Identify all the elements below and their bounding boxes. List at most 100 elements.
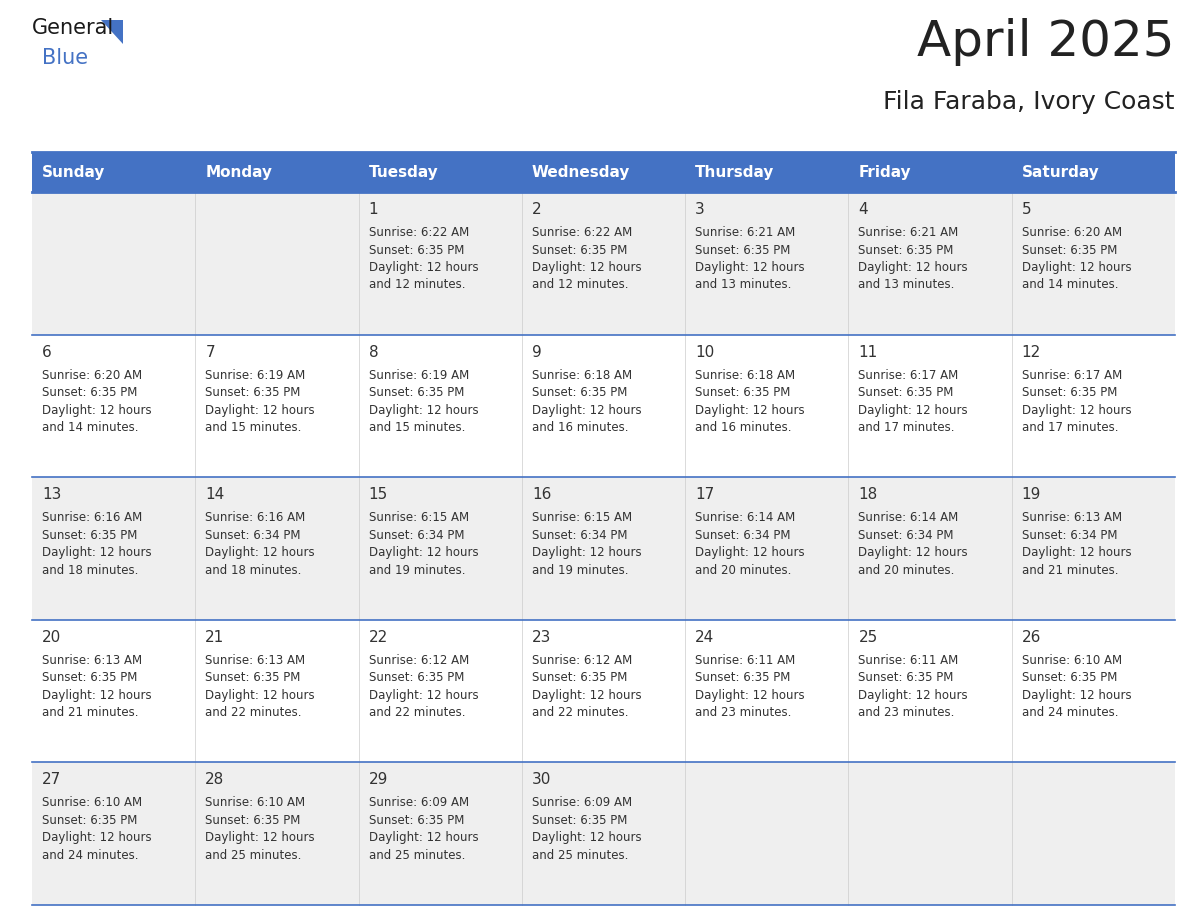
Text: and 12 minutes.: and 12 minutes.	[532, 278, 628, 292]
Text: Sunset: 6:35 PM: Sunset: 6:35 PM	[695, 243, 790, 256]
Text: 22: 22	[368, 630, 387, 644]
Text: Sunrise: 6:21 AM: Sunrise: 6:21 AM	[695, 226, 796, 239]
Text: and 13 minutes.: and 13 minutes.	[695, 278, 791, 292]
Text: and 17 minutes.: and 17 minutes.	[1022, 421, 1118, 434]
Text: and 25 minutes.: and 25 minutes.	[532, 849, 628, 862]
Text: and 17 minutes.: and 17 minutes.	[859, 421, 955, 434]
Text: and 23 minutes.: and 23 minutes.	[695, 706, 791, 720]
Text: and 24 minutes.: and 24 minutes.	[42, 849, 139, 862]
Text: Daylight: 12 hours: Daylight: 12 hours	[532, 688, 642, 701]
Text: Sunrise: 6:22 AM: Sunrise: 6:22 AM	[532, 226, 632, 239]
Text: Daylight: 12 hours: Daylight: 12 hours	[1022, 688, 1131, 701]
Text: 15: 15	[368, 487, 387, 502]
Text: Sunrise: 6:13 AM: Sunrise: 6:13 AM	[1022, 511, 1121, 524]
Text: 28: 28	[206, 772, 225, 788]
Text: 10: 10	[695, 344, 714, 360]
Text: and 12 minutes.: and 12 minutes.	[368, 278, 465, 292]
Text: Daylight: 12 hours: Daylight: 12 hours	[42, 546, 152, 559]
Text: Sunset: 6:35 PM: Sunset: 6:35 PM	[368, 814, 465, 827]
Text: Daylight: 12 hours: Daylight: 12 hours	[206, 404, 315, 417]
Bar	[32, 152, 195, 192]
Text: Sunrise: 6:10 AM: Sunrise: 6:10 AM	[1022, 654, 1121, 666]
Text: 12: 12	[1022, 344, 1041, 360]
Text: Sunrise: 6:18 AM: Sunrise: 6:18 AM	[532, 369, 632, 382]
Text: Sunset: 6:35 PM: Sunset: 6:35 PM	[695, 671, 790, 684]
Text: and 14 minutes.: and 14 minutes.	[42, 421, 139, 434]
Text: and 21 minutes.: and 21 minutes.	[1022, 564, 1118, 577]
Text: 4: 4	[859, 202, 868, 217]
Text: Sunset: 6:35 PM: Sunset: 6:35 PM	[206, 386, 301, 399]
Text: and 25 minutes.: and 25 minutes.	[206, 849, 302, 862]
Text: Daylight: 12 hours: Daylight: 12 hours	[206, 546, 315, 559]
Text: 9: 9	[532, 344, 542, 360]
Text: Sunrise: 6:22 AM: Sunrise: 6:22 AM	[368, 226, 469, 239]
Text: 3: 3	[695, 202, 704, 217]
Text: Sunrise: 6:12 AM: Sunrise: 6:12 AM	[532, 654, 632, 666]
Text: Sunset: 6:35 PM: Sunset: 6:35 PM	[532, 243, 627, 256]
Text: and 13 minutes.: and 13 minutes.	[859, 278, 955, 292]
Text: 18: 18	[859, 487, 878, 502]
Text: 6: 6	[42, 344, 52, 360]
Text: Sunrise: 6:14 AM: Sunrise: 6:14 AM	[695, 511, 796, 524]
Text: and 25 minutes.: and 25 minutes.	[368, 849, 465, 862]
Text: Daylight: 12 hours: Daylight: 12 hours	[206, 688, 315, 701]
Text: and 20 minutes.: and 20 minutes.	[859, 564, 955, 577]
Text: Daylight: 12 hours: Daylight: 12 hours	[42, 688, 152, 701]
Text: Sunset: 6:35 PM: Sunset: 6:35 PM	[206, 671, 301, 684]
Text: Sunrise: 6:19 AM: Sunrise: 6:19 AM	[206, 369, 305, 382]
Text: Blue: Blue	[42, 48, 88, 68]
Text: Sunset: 6:34 PM: Sunset: 6:34 PM	[206, 529, 301, 542]
Text: Sunrise: 6:13 AM: Sunrise: 6:13 AM	[42, 654, 143, 666]
Text: 29: 29	[368, 772, 388, 788]
Text: 2: 2	[532, 202, 542, 217]
Text: Sunset: 6:35 PM: Sunset: 6:35 PM	[859, 243, 954, 256]
Text: Daylight: 12 hours: Daylight: 12 hours	[1022, 404, 1131, 417]
Text: Sunset: 6:35 PM: Sunset: 6:35 PM	[532, 814, 627, 827]
Text: and 18 minutes.: and 18 minutes.	[42, 564, 138, 577]
Text: 16: 16	[532, 487, 551, 502]
Bar	[32, 763, 1175, 905]
Text: 24: 24	[695, 630, 714, 644]
Text: 17: 17	[695, 487, 714, 502]
Text: Fila Faraba, Ivory Coast: Fila Faraba, Ivory Coast	[884, 90, 1175, 114]
Bar	[685, 152, 848, 192]
Text: Sunrise: 6:10 AM: Sunrise: 6:10 AM	[42, 797, 143, 810]
Text: and 23 minutes.: and 23 minutes.	[859, 706, 955, 720]
Text: and 16 minutes.: and 16 minutes.	[695, 421, 791, 434]
Text: 1: 1	[368, 202, 378, 217]
Text: 11: 11	[859, 344, 878, 360]
Text: Sunset: 6:35 PM: Sunset: 6:35 PM	[368, 243, 465, 256]
Text: and 14 minutes.: and 14 minutes.	[1022, 278, 1118, 292]
Text: Saturday: Saturday	[1022, 164, 1099, 180]
Text: Sunrise: 6:14 AM: Sunrise: 6:14 AM	[859, 511, 959, 524]
Text: Wednesday: Wednesday	[532, 164, 630, 180]
Bar	[32, 192, 1175, 334]
Text: Daylight: 12 hours: Daylight: 12 hours	[695, 688, 804, 701]
Text: Sunset: 6:35 PM: Sunset: 6:35 PM	[42, 529, 138, 542]
Text: Sunset: 6:35 PM: Sunset: 6:35 PM	[1022, 671, 1117, 684]
Text: Sunset: 6:35 PM: Sunset: 6:35 PM	[1022, 386, 1117, 399]
Text: 27: 27	[42, 772, 62, 788]
Text: 20: 20	[42, 630, 62, 644]
Text: Sunset: 6:35 PM: Sunset: 6:35 PM	[368, 386, 465, 399]
Text: 26: 26	[1022, 630, 1041, 644]
Text: Daylight: 12 hours: Daylight: 12 hours	[42, 832, 152, 845]
Text: Sunrise: 6:11 AM: Sunrise: 6:11 AM	[695, 654, 796, 666]
Text: Friday: Friday	[859, 164, 911, 180]
Text: Sunrise: 6:15 AM: Sunrise: 6:15 AM	[532, 511, 632, 524]
Text: and 19 minutes.: and 19 minutes.	[368, 564, 465, 577]
Text: Daylight: 12 hours: Daylight: 12 hours	[1022, 261, 1131, 274]
Text: Sunset: 6:35 PM: Sunset: 6:35 PM	[42, 386, 138, 399]
Text: Sunset: 6:34 PM: Sunset: 6:34 PM	[368, 529, 465, 542]
Text: 13: 13	[42, 487, 62, 502]
Text: Sunset: 6:35 PM: Sunset: 6:35 PM	[695, 386, 790, 399]
Text: Sunset: 6:35 PM: Sunset: 6:35 PM	[42, 671, 138, 684]
Text: Sunrise: 6:11 AM: Sunrise: 6:11 AM	[859, 654, 959, 666]
Text: Daylight: 12 hours: Daylight: 12 hours	[368, 832, 479, 845]
Text: Sunrise: 6:17 AM: Sunrise: 6:17 AM	[859, 369, 959, 382]
Text: Daylight: 12 hours: Daylight: 12 hours	[695, 404, 804, 417]
Text: Sunrise: 6:13 AM: Sunrise: 6:13 AM	[206, 654, 305, 666]
Text: Sunrise: 6:20 AM: Sunrise: 6:20 AM	[1022, 226, 1121, 239]
Text: Daylight: 12 hours: Daylight: 12 hours	[368, 546, 479, 559]
Text: 19: 19	[1022, 487, 1041, 502]
